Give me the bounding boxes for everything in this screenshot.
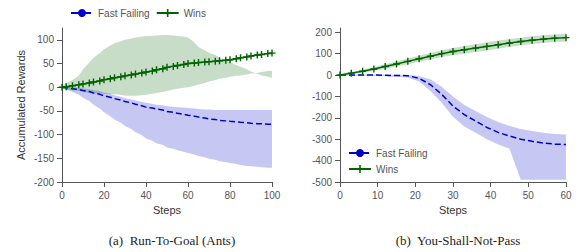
svg-text:(a) Run-To-Goal (Ants): (a) Run-To-Goal (Ants) — [109, 233, 236, 248]
svg-text:50: 50 — [523, 190, 535, 201]
svg-text:-400: -400 — [312, 155, 332, 166]
svg-text:50: 50 — [43, 58, 55, 69]
svg-text:100: 100 — [264, 190, 281, 201]
svg-text:-100: -100 — [312, 91, 332, 102]
svg-text:0: 0 — [59, 190, 65, 201]
svg-text:-100: -100 — [34, 129, 54, 140]
svg-text:-50: -50 — [40, 105, 55, 116]
svg-text:100: 100 — [315, 48, 332, 59]
svg-text:-300: -300 — [312, 134, 332, 145]
svg-text:-200: -200 — [312, 112, 332, 123]
svg-text:40: 40 — [485, 190, 497, 201]
svg-text:-150: -150 — [34, 153, 54, 164]
svg-text:-500: -500 — [312, 177, 332, 188]
svg-text:0: 0 — [337, 190, 343, 201]
svg-text:Steps: Steps — [439, 204, 468, 216]
svg-text:200: 200 — [315, 27, 332, 38]
svg-text:100: 100 — [37, 34, 54, 45]
svg-text:20: 20 — [98, 190, 110, 201]
svg-text:0: 0 — [48, 82, 54, 93]
svg-text:0: 0 — [326, 70, 332, 81]
svg-text:60: 60 — [182, 190, 194, 201]
svg-text:-200: -200 — [34, 177, 54, 188]
svg-text:40: 40 — [140, 190, 152, 201]
svg-text:Steps: Steps — [153, 204, 182, 216]
svg-text:80: 80 — [224, 190, 236, 201]
svg-text:Wins: Wins — [376, 164, 398, 175]
svg-text:20: 20 — [410, 190, 422, 201]
svg-text:Accumulated Rewards: Accumulated Rewards — [15, 49, 27, 160]
svg-text:30: 30 — [447, 190, 459, 201]
svg-text:Fast Failing: Fast Failing — [98, 8, 150, 19]
svg-text:10: 10 — [372, 190, 384, 201]
svg-text:Wins: Wins — [184, 8, 206, 19]
svg-text:(b) You-Shall-Not-Pass: (b) You-Shall-Not-Pass — [396, 233, 521, 248]
svg-text:60: 60 — [560, 190, 572, 201]
svg-text:Fast Failing: Fast Failing — [376, 148, 428, 159]
